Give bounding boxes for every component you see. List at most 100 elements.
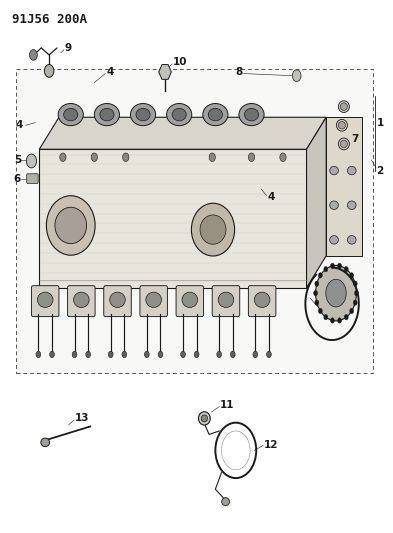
Text: 10: 10 — [173, 58, 187, 67]
Circle shape — [318, 308, 322, 313]
FancyBboxPatch shape — [27, 174, 38, 183]
Ellipse shape — [338, 122, 345, 129]
Ellipse shape — [330, 236, 338, 244]
Circle shape — [331, 318, 334, 323]
Text: 13: 13 — [75, 414, 89, 423]
Ellipse shape — [191, 203, 235, 256]
Ellipse shape — [330, 166, 338, 175]
Ellipse shape — [167, 103, 192, 126]
Ellipse shape — [347, 166, 356, 175]
Circle shape — [50, 351, 54, 358]
Text: 1: 1 — [376, 118, 384, 127]
Circle shape — [338, 318, 342, 323]
Circle shape — [266, 351, 271, 358]
Circle shape — [326, 279, 346, 307]
Circle shape — [331, 263, 334, 269]
Ellipse shape — [172, 108, 186, 121]
FancyBboxPatch shape — [104, 286, 131, 317]
Text: 3: 3 — [318, 304, 325, 314]
Circle shape — [324, 266, 328, 272]
Text: 2: 2 — [376, 166, 384, 175]
Text: 91J56 200A: 91J56 200A — [12, 13, 87, 26]
Ellipse shape — [110, 292, 125, 308]
Text: 4: 4 — [106, 67, 114, 77]
FancyBboxPatch shape — [176, 286, 204, 317]
Ellipse shape — [239, 103, 264, 126]
Circle shape — [122, 351, 127, 358]
Ellipse shape — [338, 101, 349, 112]
Circle shape — [248, 153, 255, 161]
Ellipse shape — [37, 292, 53, 308]
Circle shape — [60, 153, 66, 161]
Circle shape — [315, 281, 319, 286]
Circle shape — [181, 351, 185, 358]
Circle shape — [350, 273, 354, 278]
Ellipse shape — [55, 207, 86, 244]
Ellipse shape — [100, 108, 114, 121]
Ellipse shape — [58, 103, 83, 126]
FancyBboxPatch shape — [140, 286, 167, 317]
Ellipse shape — [46, 196, 95, 255]
Text: 5: 5 — [14, 155, 21, 165]
Circle shape — [344, 314, 348, 320]
Ellipse shape — [208, 108, 222, 121]
Ellipse shape — [146, 292, 162, 308]
Polygon shape — [39, 117, 326, 149]
Circle shape — [324, 314, 328, 320]
Polygon shape — [39, 149, 307, 288]
Circle shape — [86, 351, 90, 358]
Bar — [16, 69, 373, 373]
Circle shape — [318, 273, 322, 278]
Ellipse shape — [130, 103, 156, 126]
Circle shape — [353, 281, 357, 286]
Circle shape — [280, 153, 286, 161]
Circle shape — [29, 50, 37, 60]
Ellipse shape — [201, 415, 208, 422]
Ellipse shape — [218, 292, 234, 308]
Circle shape — [36, 351, 41, 358]
Circle shape — [44, 64, 54, 77]
Text: 7: 7 — [352, 134, 359, 143]
Circle shape — [108, 351, 113, 358]
Circle shape — [314, 290, 318, 296]
Ellipse shape — [222, 498, 230, 506]
Polygon shape — [307, 117, 326, 288]
Circle shape — [353, 300, 357, 305]
Text: 4: 4 — [16, 120, 23, 130]
Ellipse shape — [136, 108, 150, 121]
Ellipse shape — [203, 103, 228, 126]
Text: 11: 11 — [220, 400, 235, 410]
Ellipse shape — [330, 201, 338, 209]
Ellipse shape — [340, 140, 347, 148]
FancyBboxPatch shape — [31, 286, 59, 317]
FancyBboxPatch shape — [68, 286, 95, 317]
Circle shape — [145, 351, 149, 358]
Ellipse shape — [347, 236, 356, 244]
Ellipse shape — [336, 119, 347, 131]
Circle shape — [158, 351, 163, 358]
Ellipse shape — [73, 292, 89, 308]
Circle shape — [344, 266, 348, 272]
Bar — [326, 117, 362, 256]
Circle shape — [91, 153, 97, 161]
Text: 9: 9 — [65, 43, 72, 53]
Circle shape — [217, 351, 222, 358]
Text: 12: 12 — [264, 440, 279, 450]
Ellipse shape — [182, 292, 198, 308]
Circle shape — [194, 351, 199, 358]
Circle shape — [209, 153, 215, 161]
Ellipse shape — [347, 201, 356, 209]
Ellipse shape — [41, 438, 50, 447]
Circle shape — [315, 300, 319, 305]
Ellipse shape — [64, 108, 78, 121]
Ellipse shape — [254, 292, 270, 308]
FancyBboxPatch shape — [248, 286, 276, 317]
Circle shape — [338, 263, 342, 269]
Text: 4: 4 — [267, 192, 275, 202]
Text: 6: 6 — [14, 174, 21, 183]
Circle shape — [316, 265, 356, 321]
Ellipse shape — [244, 108, 259, 121]
Circle shape — [123, 153, 129, 161]
Circle shape — [292, 70, 301, 82]
Circle shape — [253, 351, 258, 358]
